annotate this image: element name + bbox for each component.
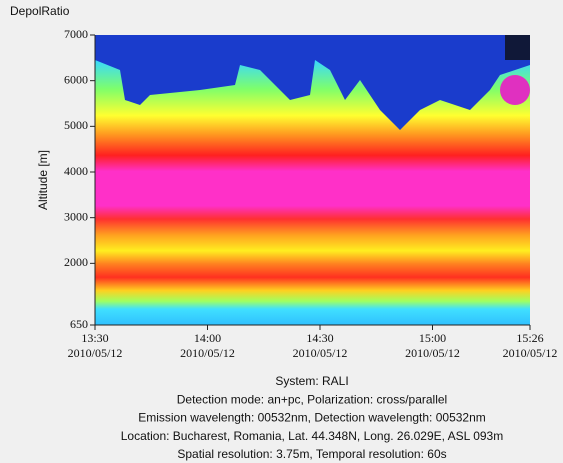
x-tick-label: 15:26: [516, 331, 543, 345]
x-tick-date: 2010/05/12: [68, 346, 123, 360]
x-tick-date: 2010/05/12: [293, 346, 348, 360]
x-tick-date: 2010/05/12: [180, 346, 235, 360]
x-tick-label: 14:00: [194, 331, 221, 345]
x-tick-label: 15:00: [419, 331, 446, 345]
info-line: Location: Bucharest, Romania, Lat. 44.34…: [121, 429, 503, 443]
y-tick-label: 6000: [64, 72, 88, 86]
y-tick-label: 3000: [64, 209, 88, 223]
info-line: Spatial resolution: 3.75m, Temporal reso…: [177, 447, 446, 461]
x-tick-date: 2010/05/12: [405, 346, 460, 360]
y-tick-label: 7000: [64, 27, 88, 41]
info-line: Detection mode: an+pc, Polarization: cro…: [177, 392, 447, 406]
x-tick-label: 13:30: [81, 331, 108, 345]
y-tick-label: 5000: [64, 118, 88, 132]
y-tick-label: 4000: [64, 164, 88, 178]
info-line: System: RALI: [275, 374, 348, 388]
info-line: Emission wavelength: 00532nm, Detection …: [138, 411, 486, 425]
y-tick-label: 2000: [64, 255, 88, 269]
y-tick-label: 650: [70, 317, 88, 331]
heatmap: [95, 35, 530, 325]
y-axis-label: Altitude [m]: [36, 150, 50, 210]
x-tick-date: 2010/05/12: [503, 346, 558, 360]
window-title: DepolRatio: [10, 4, 70, 18]
x-tick-label: 14:30: [306, 331, 333, 345]
